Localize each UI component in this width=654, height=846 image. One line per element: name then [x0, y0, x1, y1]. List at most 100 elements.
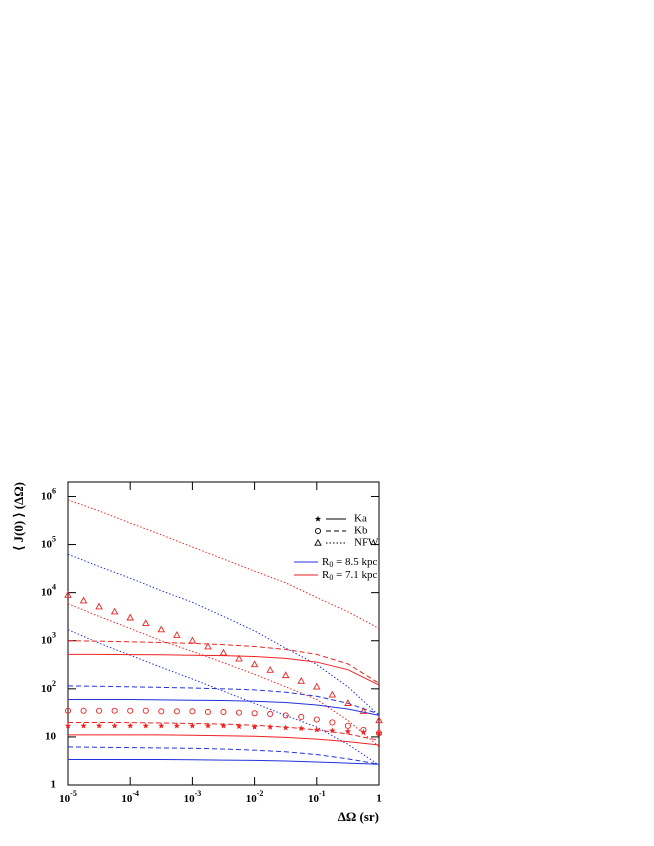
marker-star [64, 722, 72, 729]
x-tick-label: 10-2 [246, 789, 264, 805]
x-tick-label: 10-5 [59, 789, 77, 805]
marker-triangle [344, 699, 352, 706]
marker-star [158, 722, 165, 729]
marker-triangle [64, 590, 72, 598]
marker-triangle [266, 665, 274, 673]
y-tick-label: 1 [51, 779, 57, 791]
marker-triangle [79, 596, 88, 604]
marker-star [95, 722, 103, 729]
x-tick-label: 1 [376, 793, 382, 805]
marker-star [189, 722, 196, 729]
legend-label: Ka [354, 513, 367, 525]
marker-triangle [359, 707, 368, 715]
legend-label-rest: = 8.5 kpc [333, 556, 377, 568]
y-tick-label: 106 [41, 486, 56, 502]
marker-star [220, 722, 227, 729]
tick-base: 10 [246, 793, 258, 805]
marker-circle [96, 707, 103, 714]
legend-label-rest: = 7.1 kpc [333, 569, 377, 581]
marker-circle [313, 716, 320, 723]
marker-circle [235, 709, 243, 716]
marker-circle [375, 730, 383, 737]
marker-triangle [95, 602, 103, 610]
y-tick-label: 102 [41, 679, 56, 695]
tick-exponent: -3 [195, 789, 202, 798]
tick-base: 10 [121, 793, 133, 805]
marker-circle [344, 722, 351, 729]
legend-label: NFW [354, 537, 379, 549]
legend-label: R0 = 8.5 kpc [322, 556, 378, 569]
marker-circle [80, 707, 87, 714]
marker-star [313, 726, 320, 733]
tick-base: 10 [184, 793, 196, 805]
tick-base: 10 [41, 682, 53, 694]
marker-circle [220, 708, 227, 716]
marker-triangle [110, 607, 119, 615]
tick-exponent: -2 [257, 789, 264, 798]
marker-star [111, 722, 118, 729]
x-axis-title: ΔΩ (sr) [338, 809, 379, 824]
marker-star [267, 723, 274, 730]
curve [68, 758, 379, 765]
marker-triangle [314, 538, 322, 546]
tick-base: 10 [41, 634, 53, 646]
curve [68, 734, 379, 746]
marker-star [375, 729, 383, 736]
marker-triangle [313, 682, 321, 690]
marker-circle [298, 713, 305, 721]
tick-exponent: 2 [52, 679, 56, 688]
tick-exponent: 3 [52, 631, 56, 640]
marker-star [282, 724, 289, 731]
legend-label: Kb [354, 525, 368, 537]
marker-star [251, 723, 258, 730]
marker-triangle [328, 690, 337, 698]
curve [68, 685, 379, 715]
legend-label-main: R [322, 569, 330, 581]
marker-triangle [219, 648, 228, 656]
marker-star [360, 728, 367, 735]
marker-star [80, 722, 87, 729]
marker-star [235, 723, 243, 730]
tick-base: 10 [41, 538, 53, 550]
legend-label-sub: 0 [329, 560, 333, 569]
marker-circle [127, 707, 134, 714]
marker-circle [158, 708, 165, 715]
marker-triangle [297, 676, 305, 684]
marker-circle [111, 707, 118, 714]
marker-circle [251, 710, 258, 717]
marker-triangle [235, 654, 243, 662]
marker-star [173, 722, 180, 729]
marker-circle [64, 707, 72, 714]
legend-label: R0 = 7.1 kpc [322, 569, 378, 582]
tick-base: 10 [59, 793, 71, 805]
y-tick-label: 105 [41, 534, 56, 550]
tick-base: 10 [41, 490, 53, 502]
curve [68, 640, 379, 684]
marker-star [329, 727, 336, 734]
plot-frame [67, 481, 380, 786]
marker-circle [204, 708, 212, 716]
marker-circle [173, 708, 180, 715]
tick-exponent: -1 [319, 789, 326, 798]
marker-star [127, 722, 134, 729]
marker-circle [267, 710, 274, 718]
marker-circle [282, 712, 289, 719]
marker-star [142, 722, 149, 729]
marker-triangle [250, 660, 259, 668]
tick-exponent: -5 [70, 789, 77, 798]
y-tick-label: 10 [45, 730, 57, 742]
y-tick-label: 103 [41, 631, 56, 647]
curve [68, 698, 379, 716]
marker-triangle [281, 671, 290, 679]
marker-circle [314, 527, 322, 535]
x-tick-label: 10-3 [184, 789, 202, 805]
marker-triangle [204, 642, 212, 650]
tick-exponent: -4 [132, 789, 139, 798]
y-axis-title: ⟨ J(0) ⟩ (ΔΩ) [11, 482, 26, 551]
tick-exponent: 4 [52, 582, 56, 591]
marker-triangle [157, 625, 166, 633]
tick-base: 10 [41, 586, 53, 598]
marker-circle [329, 719, 336, 726]
marker-star [298, 725, 305, 732]
